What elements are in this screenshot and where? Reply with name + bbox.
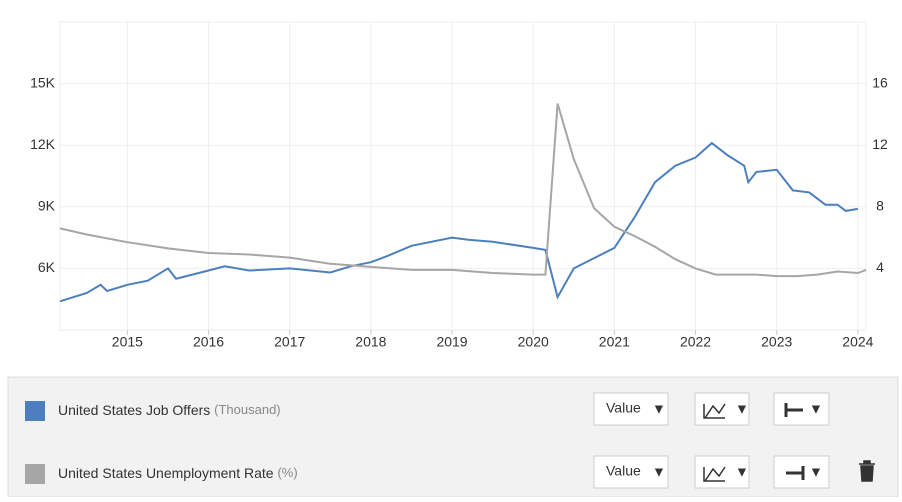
legend-panel xyxy=(7,376,899,498)
mode-button[interactable] xyxy=(593,392,669,426)
x-tick-label: 2023 xyxy=(761,334,792,350)
legend-swatch xyxy=(25,464,45,484)
legend-unit: (Thousand) xyxy=(214,402,280,417)
y2-tick-label: 4 xyxy=(876,259,884,275)
y2-tick-label: 12 xyxy=(872,136,888,152)
dropdown-caret: ▼ xyxy=(652,401,666,417)
line-icon xyxy=(703,466,726,482)
dropdown-caret: ▼ xyxy=(652,464,666,480)
x-tick-label: 2015 xyxy=(112,334,143,350)
legend-label: United States Unemployment Rate (%) xyxy=(58,465,298,481)
delete-button[interactable] xyxy=(859,460,875,482)
y-tick-label: 15K xyxy=(30,74,56,90)
chart-type-button[interactable] xyxy=(694,392,750,426)
legend-row: United States Unemployment Rate (%) Valu… xyxy=(25,455,875,489)
series-line xyxy=(59,141,859,303)
line-icon xyxy=(703,403,726,419)
mode-button[interactable] xyxy=(593,455,669,489)
mode-label[interactable]: Value xyxy=(606,463,641,479)
plot-frame xyxy=(59,21,867,331)
legend-label: United States Job Offers (Thousand) xyxy=(58,402,281,418)
x-tick-label: 2017 xyxy=(274,334,305,350)
dropdown-caret: ▼ xyxy=(735,401,749,417)
y2-tick-label: 16 xyxy=(872,74,888,90)
y-tick-label: 9K xyxy=(38,198,56,214)
y2-tick-label: 8 xyxy=(876,198,884,214)
series-line xyxy=(59,103,867,278)
axis-icon xyxy=(786,466,805,480)
x-tick-label: 2021 xyxy=(599,334,630,350)
legend-swatch xyxy=(25,401,45,421)
legend-row: United States Job Offers (Thousand) Valu… xyxy=(25,392,830,426)
x-tick-label: 2022 xyxy=(680,334,711,350)
x-tick-label: 2024 xyxy=(842,334,873,350)
dropdown-caret: ▼ xyxy=(809,464,823,480)
legend-unit: (%) xyxy=(277,465,297,480)
dropdown-caret: ▼ xyxy=(735,464,749,480)
plot-area: 2015 2016 2017 2018 2019 2020 2021 2022 2023 2024… xyxy=(30,21,888,350)
y-tick-label: 12K xyxy=(30,136,56,152)
dropdown-caret: ▼ xyxy=(809,401,823,417)
x-tick-label: 2019 xyxy=(436,334,467,350)
x-tick-label: 2016 xyxy=(193,334,224,350)
y-tick-label: 6K xyxy=(38,259,56,275)
legend-name: United States Job Offers xyxy=(58,402,210,418)
mode-label[interactable]: Value xyxy=(606,400,641,416)
x-tick-label: 2018 xyxy=(355,334,386,350)
axis-icon xyxy=(784,403,803,417)
x-tick-label: 2020 xyxy=(518,334,549,350)
legend-name: United States Unemployment Rate xyxy=(58,465,274,481)
